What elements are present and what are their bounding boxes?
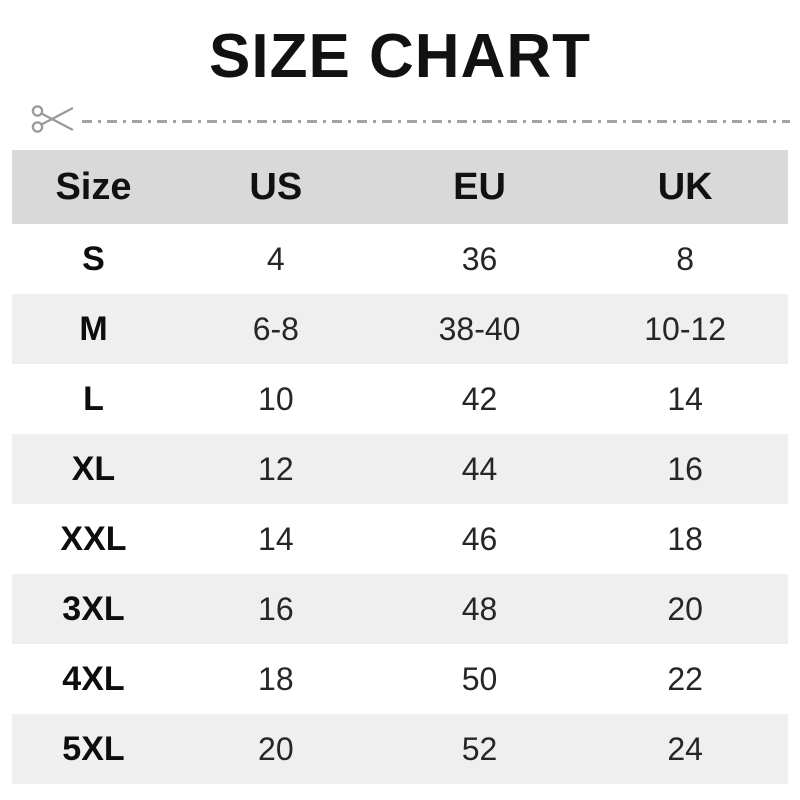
size-value-cell: 24 [582, 714, 788, 784]
column-header-eu: EU [376, 150, 583, 224]
size-value-cell: 48 [376, 574, 583, 644]
page-title: SIZE CHART [209, 22, 591, 91]
table-row: L 10 42 14 [12, 364, 788, 434]
size-value-cell: 38-40 [376, 294, 583, 364]
size-table-body: S 4 36 8 M 6-8 38-40 10-12 L 10 42 14 XL 12 44 16 XXL 14 4… [12, 224, 788, 784]
column-header-size: Size [12, 150, 175, 224]
size-value-cell: 18 [667, 520, 703, 557]
size-chart-table: Size US EU UK S 4 36 8 M 6-8 38-40 10-12 L 10 42 14… [12, 150, 788, 784]
size-value-cell: 8 [676, 240, 695, 277]
table-row: M 6-8 38-40 10-12 [12, 294, 788, 364]
table-row: 3XL 16 48 20 [12, 574, 788, 644]
table-row: S 4 36 8 [12, 224, 788, 294]
size-value-cell: 46 [461, 520, 498, 557]
size-value-cell: 20 [174, 714, 377, 784]
table-row: XXL 14 46 18 [12, 504, 788, 574]
table-row: 5XL 20 52 24 [12, 714, 788, 784]
size-value-cell: 4 [266, 240, 285, 277]
size-value-cell: 42 [461, 380, 498, 417]
size-value-cell: 22 [667, 660, 703, 697]
size-value-cell: 6-8 [174, 294, 377, 364]
size-label-cell: XXL [60, 519, 127, 558]
size-value-cell: 44 [376, 434, 583, 504]
size-value-cell: 10-12 [582, 294, 788, 364]
dashed-cut-rule [82, 119, 790, 123]
size-value-cell: 18 [258, 660, 294, 697]
size-label-cell: M [12, 294, 175, 364]
size-label-cell: S [82, 239, 105, 278]
size-label-cell: 5XL [12, 714, 175, 784]
size-value-cell: 10 [258, 380, 294, 417]
size-value-cell: 20 [582, 574, 788, 644]
size-label-cell: 4XL [62, 659, 125, 698]
table-row: XL 12 44 16 [12, 434, 788, 504]
column-header-uk: UK [582, 150, 788, 224]
table-row: 4XL 18 50 22 [12, 644, 788, 714]
size-value-cell: 36 [461, 240, 498, 277]
size-label-cell: L [83, 379, 104, 418]
cut-line [30, 104, 790, 138]
size-value-cell: 16 [174, 574, 377, 644]
column-header-us: US [174, 150, 377, 224]
size-value-cell: 12 [174, 434, 377, 504]
size-value-cell: 14 [667, 380, 703, 417]
table-header-row: Size US EU UK [12, 150, 788, 224]
size-value-cell: 14 [258, 520, 294, 557]
size-value-cell: 50 [461, 660, 498, 697]
size-value-cell: 52 [376, 714, 583, 784]
size-label-cell: 3XL [12, 574, 175, 644]
scissors-icon [30, 103, 76, 140]
size-value-cell: 16 [582, 434, 788, 504]
size-label-cell: XL [12, 434, 175, 504]
